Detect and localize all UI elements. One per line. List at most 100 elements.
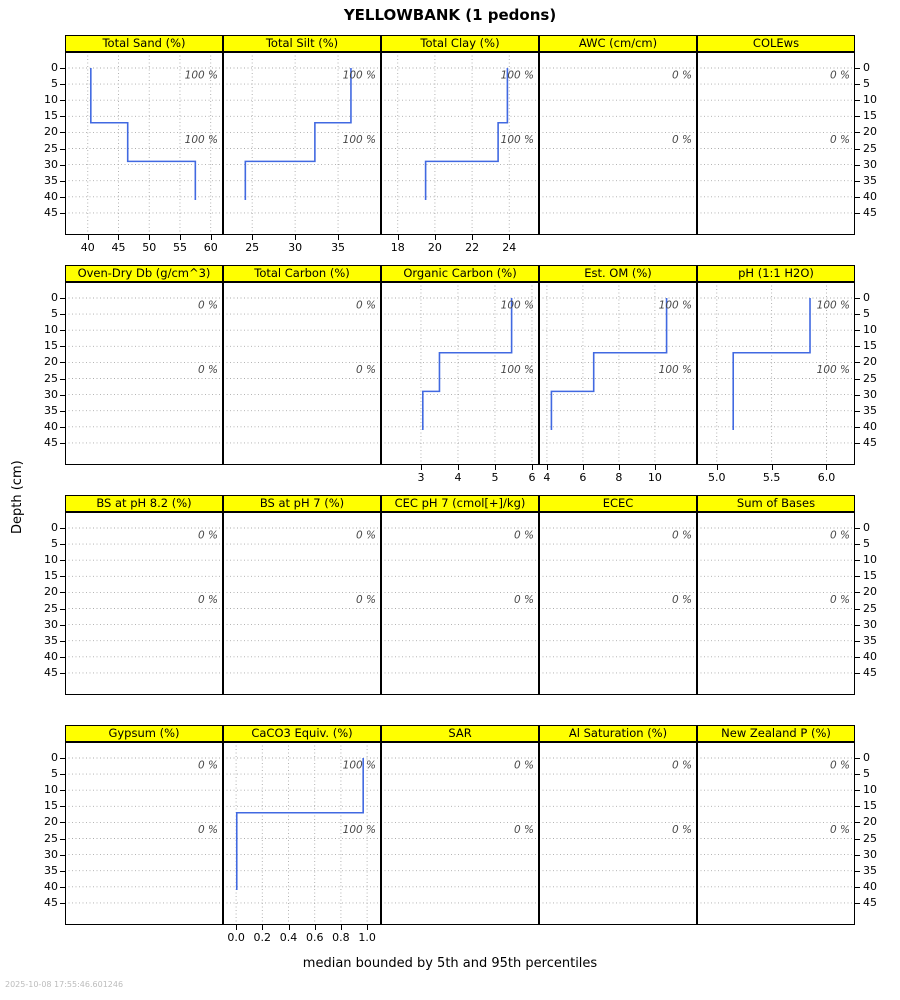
panel-plot-area: 0 % 0 %	[381, 512, 539, 695]
x-tick-label: 45	[111, 241, 126, 254]
panel-plot-area: 0 % 0 %	[539, 52, 697, 235]
y-tick-mark-right	[855, 870, 860, 872]
y-tick-label-left: 25	[44, 601, 58, 615]
y-tick-label-right: 0	[863, 751, 870, 764]
contributing-fraction-label: 100 %	[343, 69, 376, 81]
y-tick-mark-right	[855, 180, 860, 182]
y-tick-label-left: 5	[51, 307, 58, 321]
contributing-fraction-label: 0 %	[830, 529, 850, 541]
y-tick-mark-right	[855, 330, 860, 332]
y-tick-label-right: 10	[863, 323, 877, 337]
y-tick-mark-left	[60, 212, 65, 214]
panel-plot-area: 100 % 100 %	[697, 282, 855, 465]
x-tick-mark	[397, 235, 399, 240]
y-tick-label-right: 35	[863, 173, 877, 187]
y-tick-mark-right	[855, 774, 860, 776]
panel-border	[65, 52, 223, 235]
x-tick-mark	[457, 465, 459, 470]
y-tick-label-left: 10	[44, 93, 58, 107]
panel-border	[223, 512, 381, 695]
y-tick-label-right: 15	[863, 799, 877, 813]
y-tick-mark-right	[855, 576, 860, 578]
y-tick-label-right: 5	[863, 77, 870, 91]
x-tick-mark	[87, 235, 89, 240]
y-tick-mark-right	[855, 314, 860, 316]
x-tick-label: 5.0	[708, 471, 726, 484]
y-tick-mark-left	[60, 902, 65, 904]
y-tick-mark-right	[855, 806, 860, 808]
contributing-fraction-label: 100 %	[817, 299, 850, 311]
contributing-fraction-label: 100 %	[343, 134, 376, 146]
panel-border	[223, 52, 381, 235]
y-tick-mark-left	[60, 68, 65, 69]
y-tick-mark-left	[60, 640, 65, 642]
y-tick-mark-left	[60, 560, 65, 562]
x-tick-mark	[654, 465, 656, 470]
panel-gypsum: Gypsum (%) 0 % 0 %	[65, 725, 223, 925]
x-tick-mark	[420, 465, 422, 470]
chart-caption: median bounded by 5th and 95th percentil…	[302, 956, 598, 971]
y-tick-mark-left	[60, 822, 65, 824]
y-tick-label-right: 20	[863, 815, 877, 829]
median-profile-line	[550, 298, 668, 431]
y-tick-mark-left	[60, 528, 65, 529]
y-tick-mark-left	[60, 442, 65, 444]
y-tick-label-right: 40	[863, 419, 877, 433]
contributing-fraction-label: 0 %	[830, 594, 850, 606]
panel-oven-dry-db-g-cm-3: Oven-Dry Db (g/cm^3) 0 % 0 %	[65, 265, 223, 465]
y-tick-mark-left	[60, 164, 65, 166]
x-tick-label: 30	[288, 241, 303, 254]
y-tick-label-right: 5	[863, 537, 870, 551]
contributing-fraction-label: 0 %	[672, 824, 692, 836]
panel-strip: Total Carbon (%)	[223, 265, 381, 282]
x-tick-label: 24	[502, 241, 517, 254]
contributing-fraction-label: 100 %	[501, 69, 534, 81]
y-tick-label-right: 0	[863, 291, 870, 304]
y-tick-label-left: 20	[44, 585, 58, 599]
x-tick-mark	[149, 235, 151, 240]
y-tick-label-left: 20	[44, 355, 58, 369]
y-tick-mark-right	[855, 592, 860, 594]
contributing-fraction-label: 0 %	[514, 529, 534, 541]
y-tick-mark-right	[855, 790, 860, 792]
x-tick-label: 5.5	[762, 471, 781, 484]
panel-plot-area: 0 % 0 %	[539, 512, 697, 695]
y-tick-mark-right	[855, 902, 860, 904]
y-tick-label-right: 20	[863, 355, 877, 369]
y-tick-mark-right	[855, 164, 860, 166]
panel-plot-area: 0 % 0 %	[223, 512, 381, 695]
y-tick-label-left: 10	[44, 783, 58, 797]
x-tick-mark	[314, 925, 316, 930]
y-tick-label-right: 10	[863, 783, 877, 797]
y-tick-label-right: 25	[863, 831, 877, 845]
panel-border	[381, 52, 539, 235]
y-tick-label-left: 45	[44, 205, 58, 219]
y-tick-mark-right	[855, 212, 860, 214]
contributing-fraction-label: 0 %	[356, 529, 376, 541]
y-tick-label-left: 45	[44, 665, 58, 679]
x-tick-label: 50	[142, 241, 157, 254]
median-profile-line	[732, 298, 811, 431]
y-tick-mark-left	[60, 886, 65, 888]
contributing-fraction-label: 0 %	[198, 759, 218, 771]
y-axis-title: Depth (cm)	[10, 460, 25, 534]
y-tick-mark-left	[60, 624, 65, 626]
y-tick-label-right: 30	[863, 617, 877, 631]
panel-strip: Total Clay (%)	[381, 35, 539, 52]
y-tick-label-right: 45	[863, 205, 877, 219]
panel-strip: CEC pH 7 (cmol[+]/kg)	[381, 495, 539, 512]
panel-strip: pH (1:1 H2O)	[697, 265, 855, 282]
contributing-fraction-label: 0 %	[672, 529, 692, 541]
y-tick-mark-left	[60, 330, 65, 332]
y-tick-label-right: 15	[863, 569, 877, 583]
y-tick-label-right: 10	[863, 553, 877, 567]
panel-border	[65, 742, 223, 925]
panel-strip: AWC (cm/cm)	[539, 35, 697, 52]
chart-title: YELLOWBANK (1 pedons)	[343, 6, 557, 24]
contributing-fraction-label: 100 %	[659, 299, 692, 311]
x-tick-mark	[295, 235, 297, 240]
y-tick-label-left: 35	[44, 863, 58, 877]
contributing-fraction-label: 100 %	[501, 134, 534, 146]
panel-plot-area: 0 % 0 %	[697, 512, 855, 695]
y-tick-mark-right	[855, 298, 860, 299]
